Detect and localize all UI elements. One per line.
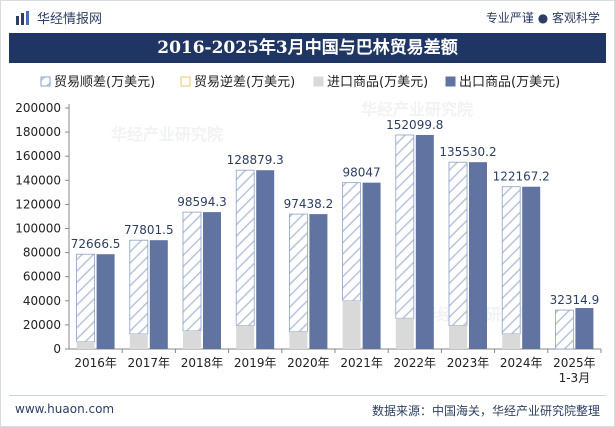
surplus-value-label: 77801.5	[124, 223, 174, 237]
import-bar	[502, 333, 521, 349]
footer-source: 数据来源：中国海关，华经产业研究院整理	[371, 404, 600, 418]
legend-label: 出口商品(万美元)	[459, 75, 560, 90]
import-bar	[76, 341, 95, 349]
export-bar	[309, 214, 328, 349]
y-tick-label: 200000	[15, 101, 61, 115]
x-tick-label: 2017年	[128, 356, 171, 370]
x-tick-label: 2018年	[181, 356, 224, 370]
chart-title: 2016-2025年3月中国与巴林贸易差额	[9, 33, 606, 63]
trade-surplus-bar	[129, 239, 149, 335]
x-tick-label: 2021年	[340, 356, 383, 370]
export-bar	[469, 162, 487, 349]
surplus-value-label: 97438.2	[284, 197, 334, 211]
logo-bars-icon	[16, 10, 29, 25]
trade-surplus-bar	[448, 161, 468, 326]
trade-surplus-bar	[501, 186, 521, 335]
y-tick-label: 20000	[23, 318, 61, 332]
trade-surplus-bar	[342, 182, 362, 302]
surplus-value-label: 32314.9	[550, 293, 600, 307]
surplus-value-label: 122167.2	[493, 170, 550, 184]
x-tick-label: 2022年	[394, 356, 437, 370]
x-tick-label: 2023年	[447, 356, 490, 370]
y-tick-label: 80000	[23, 246, 61, 260]
x-tick-label: 1-3月	[559, 371, 591, 385]
export-bar	[96, 254, 115, 349]
logo: 华经情报网	[15, 8, 102, 27]
surplus-value-label: 98594.3	[177, 195, 227, 209]
surplus-value-label: 152099.8	[386, 118, 443, 132]
surplus-value-label: 72666.5	[71, 237, 121, 251]
trade-surplus-bar	[76, 253, 95, 343]
trade-surplus-bar	[182, 211, 202, 332]
trade-surplus-bar	[288, 213, 308, 332]
trade-surplus-bar	[235, 169, 255, 326]
legend-label: 进口商品(万美元)	[327, 75, 428, 90]
trade-surplus-bar	[555, 309, 574, 350]
import-bar	[449, 325, 467, 349]
y-tick-label: 140000	[15, 173, 61, 187]
import-bar	[183, 330, 201, 349]
y-tick-label: 60000	[23, 270, 61, 284]
surplus-value-label: 135530.2	[439, 145, 496, 159]
surplus-value-label: 128879.3	[227, 153, 284, 167]
y-tick-label: 120000	[15, 197, 61, 211]
x-tick-label: 2020年	[287, 356, 330, 370]
legend-swatch	[40, 76, 51, 87]
legend-swatch	[313, 76, 324, 87]
y-tick-label: 100000	[15, 222, 61, 236]
y-tick-label: 180000	[15, 125, 61, 139]
export-bar	[149, 240, 168, 349]
import-bar	[129, 333, 148, 349]
y-tick-label: 40000	[23, 294, 61, 308]
legend-label: 贸易顺差(万美元)	[54, 75, 155, 90]
logo-text: 华经情报网	[37, 12, 103, 27]
footer-website: www.huaon.com	[15, 402, 115, 416]
legend-swatch	[445, 76, 456, 87]
bar-chart: 贸易顺差(万美元) 贸易逆差(万美元) 进口商品(万美元) 出口商品(万美元) 0 20…	[15, 74, 602, 385]
import-bar	[236, 325, 255, 349]
surplus-value-label: 98047	[343, 166, 381, 180]
x-tick-label: 2024年	[500, 356, 543, 370]
slogan: 专业严谨 ● 客观科学	[485, 11, 600, 25]
export-bar	[415, 134, 434, 349]
y-tick-label: 0	[53, 342, 61, 356]
x-tick-label: 2019年	[234, 356, 277, 370]
legend-swatch	[180, 76, 191, 87]
top-bar: 华经情报网 专业严谨 ● 客观科学	[1, 1, 614, 31]
import-bar	[289, 331, 308, 349]
legend-label: 贸易逆差(万美元)	[194, 74, 295, 90]
export-bar	[362, 182, 381, 349]
import-bar	[395, 318, 414, 349]
x-tick-label: 2016年	[74, 356, 117, 370]
export-bar	[203, 212, 221, 349]
trade-surplus-bar	[395, 134, 415, 319]
export-bar	[522, 186, 541, 349]
export-bar	[256, 170, 275, 349]
footer-divider	[9, 395, 606, 396]
export-bar	[575, 308, 594, 349]
x-tick-label: 2025年	[553, 356, 596, 370]
import-bar	[342, 300, 361, 349]
y-tick-label: 160000	[15, 149, 61, 163]
